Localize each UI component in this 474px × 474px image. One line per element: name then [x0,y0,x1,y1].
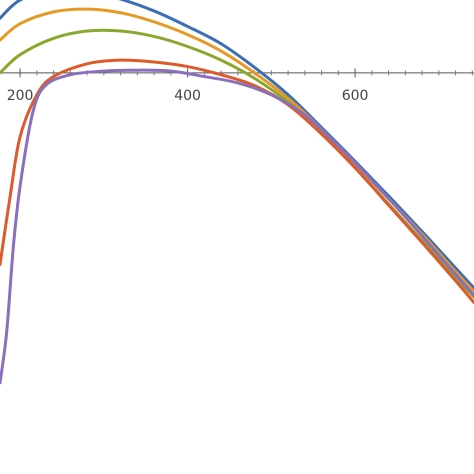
series-line-4 [0,58,474,305]
series-line-3 [0,28,474,299]
x-tick-label: 600 [342,88,369,104]
series-line-1 [0,0,474,290]
series-line-5 [0,68,474,385]
series-line-2 [0,7,474,294]
series-lines [0,0,474,385]
x-tick-label: 400 [174,88,201,104]
x-tick-label: 200 [7,88,34,104]
x-tick-labels: 200 400 600 [7,88,369,104]
